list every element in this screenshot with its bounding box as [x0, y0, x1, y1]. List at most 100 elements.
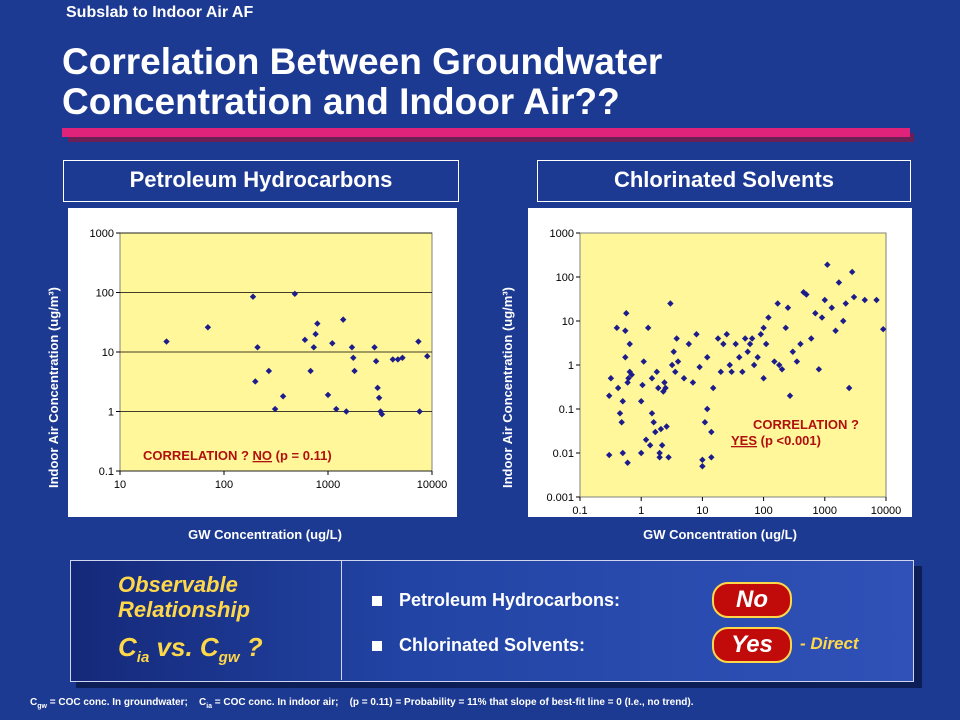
footnote-p-text: (p = 0.11) = Probability = 11% that slop… — [349, 697, 694, 708]
chlorinated-y-tick-label: 1 — [568, 360, 574, 372]
chlorinated-data-point — [605, 392, 613, 399]
direct-note: - Direct — [800, 634, 859, 653]
chlorinated-y-tick-label: 0.01 — [553, 448, 574, 460]
petroleum-data-point — [324, 391, 332, 399]
petroleum-data-point — [377, 408, 384, 415]
chlorinated-y-tick-label: 10 — [562, 316, 574, 328]
footnote-c1: C — [30, 697, 38, 708]
petroleum-data-point — [424, 352, 431, 360]
petroleum-data-point — [372, 358, 380, 365]
petroleum-data-point — [310, 344, 317, 351]
chlorinated-data-point — [748, 335, 756, 342]
petroleum-data-point — [314, 320, 321, 327]
chlorinated-data-point — [662, 384, 669, 392]
chlorinated-data-point — [793, 358, 801, 365]
petroleum-annotation: CORRELATION ? NO (p = 0.11) — [143, 448, 332, 463]
supertitle: Subslab to Indoor Air AF — [66, 4, 254, 21]
chlorinated-data-point — [832, 327, 839, 334]
chlorinated-annotation-line-1: CORRELATION ? — [753, 417, 859, 432]
petroleum-heading: Petroleum Hydrocarbons — [63, 160, 459, 202]
chlorinated-data-point — [650, 419, 657, 426]
petroleum-data-point — [375, 394, 383, 401]
chlorinated-data-point — [605, 451, 613, 459]
chlorinated-data-point — [614, 384, 622, 392]
chlorinated-plot-area — [579, 232, 887, 498]
chlorinated-answer-pill: Yes — [712, 627, 792, 663]
chlorinated-row-label: Chlorinated Solvents: — [399, 635, 586, 655]
chlorinated-data-point — [741, 335, 749, 342]
petroleum-data-point — [389, 356, 397, 363]
chlorinated-data-point — [625, 375, 632, 382]
chlorinated-y-tick-label: 0.001 — [546, 492, 574, 504]
chlorinated-heading: Chlorinated Solvents — [537, 160, 911, 202]
petroleum-data-point — [271, 405, 279, 413]
chlorinated-data-point — [708, 454, 715, 461]
chlorinated-data-point — [840, 317, 847, 325]
petroleum-data-point — [333, 405, 340, 413]
chlorinated-data-point — [750, 361, 758, 369]
chlorinated-data-point — [746, 340, 754, 348]
footnote: Cgw = COC conc. In groundwater; Cia = CO… — [30, 697, 694, 710]
footnote-gw-sub: gw — [37, 703, 47, 710]
petroleum-data-point — [348, 344, 356, 351]
chlorinated-y-tick-label: 1000 — [550, 228, 574, 240]
chlorinated-data-point — [873, 296, 880, 304]
petroleum-data-point — [249, 293, 257, 300]
petroleum-data-point — [265, 367, 273, 375]
chlorinated-data-point — [613, 324, 621, 332]
chlorinated-data-point — [668, 361, 676, 369]
footnote-ia-text: = COC conc. In indoor air; — [212, 697, 339, 708]
chlorinated-data-point — [818, 314, 826, 321]
chlorinated-y-tick-label: 100 — [556, 272, 574, 284]
petroleum-x-tick-label: 1000 — [316, 479, 340, 491]
chlorinated-data-point — [656, 449, 663, 457]
petroleum-data-point — [163, 338, 170, 345]
petroleum-data-point — [329, 340, 336, 347]
bullet-square — [372, 596, 382, 606]
chlorinated-data-point — [760, 375, 767, 382]
chlorinated-data-point — [789, 348, 796, 355]
petroleum-chart-frame: 0.1 1 10 100 1000 10 100 1000 10000 CORRELATION ?… — [68, 208, 457, 517]
chlorinated-y-tick-label: 0.1 — [559, 404, 574, 416]
chlorinated-data-point — [765, 314, 772, 321]
chlorinated-data-point — [656, 454, 663, 461]
chlorinated-x-axis-label: GW Concentration (ug/L) — [643, 527, 797, 542]
petroleum-data-point — [339, 316, 347, 323]
chlorinated-data-point — [797, 340, 804, 348]
petroleum-chart: 0.1 1 10 100 1000 10 100 1000 10000 CORRELATION ?… — [90, 228, 448, 491]
chlorinated-data-point — [652, 428, 659, 436]
chlorinated-x-tick-label: 10 — [696, 505, 708, 517]
chlorinated-data-point — [744, 348, 751, 355]
chlorinated-data-point — [728, 368, 735, 376]
chlorinated-chart: 0.001 0.01 0.1 1 10 100 1000 0.1 1 10 100 1000 10000… — [546, 228, 902, 517]
petroleum-y-tick-label: 1 — [108, 407, 114, 419]
chlorinated-data-point — [642, 436, 650, 443]
footnote-gw-text: = COC conc. In groundwater; — [46, 697, 188, 708]
formula-gw-subscript: gw — [218, 649, 240, 667]
formula-c-ia: C — [118, 632, 137, 662]
chlorinated-data-point — [824, 261, 831, 268]
chlorinated-data-point — [701, 419, 709, 426]
chlorinated-data-point — [680, 375, 688, 382]
chlorinated-data-point — [644, 324, 652, 332]
chlorinated-data-point — [699, 456, 706, 464]
formula-question: ? — [239, 632, 263, 662]
petroleum-x-tick-label: 10 — [114, 479, 126, 491]
petroleum-y-tick-label: 10 — [102, 347, 114, 359]
chlorinated-x-tick-label: 10000 — [871, 505, 902, 517]
petroleum-y-tick-label: 100 — [96, 288, 114, 300]
chlorinated-data-point — [693, 331, 700, 338]
petroleum-data-point — [252, 378, 259, 385]
chlorinated-data-point — [803, 291, 810, 298]
footnote-c2: C — [198, 697, 207, 708]
chlorinated-data-point — [861, 296, 868, 304]
petroleum-data-point — [279, 393, 287, 400]
title-underline-shadow — [68, 133, 914, 142]
petroleum-y-tick-label: 0.1 — [99, 466, 114, 478]
chlorinated-data-point — [760, 324, 767, 332]
formula-vs: vs. C — [149, 632, 219, 662]
observable-line-1: Observable — [118, 572, 238, 597]
petroleum-data-point — [374, 384, 381, 392]
petroleum-y-axis-label: Indoor Air Concentration (ug/m³) — [46, 287, 61, 488]
petroleum-data-point — [378, 411, 386, 418]
